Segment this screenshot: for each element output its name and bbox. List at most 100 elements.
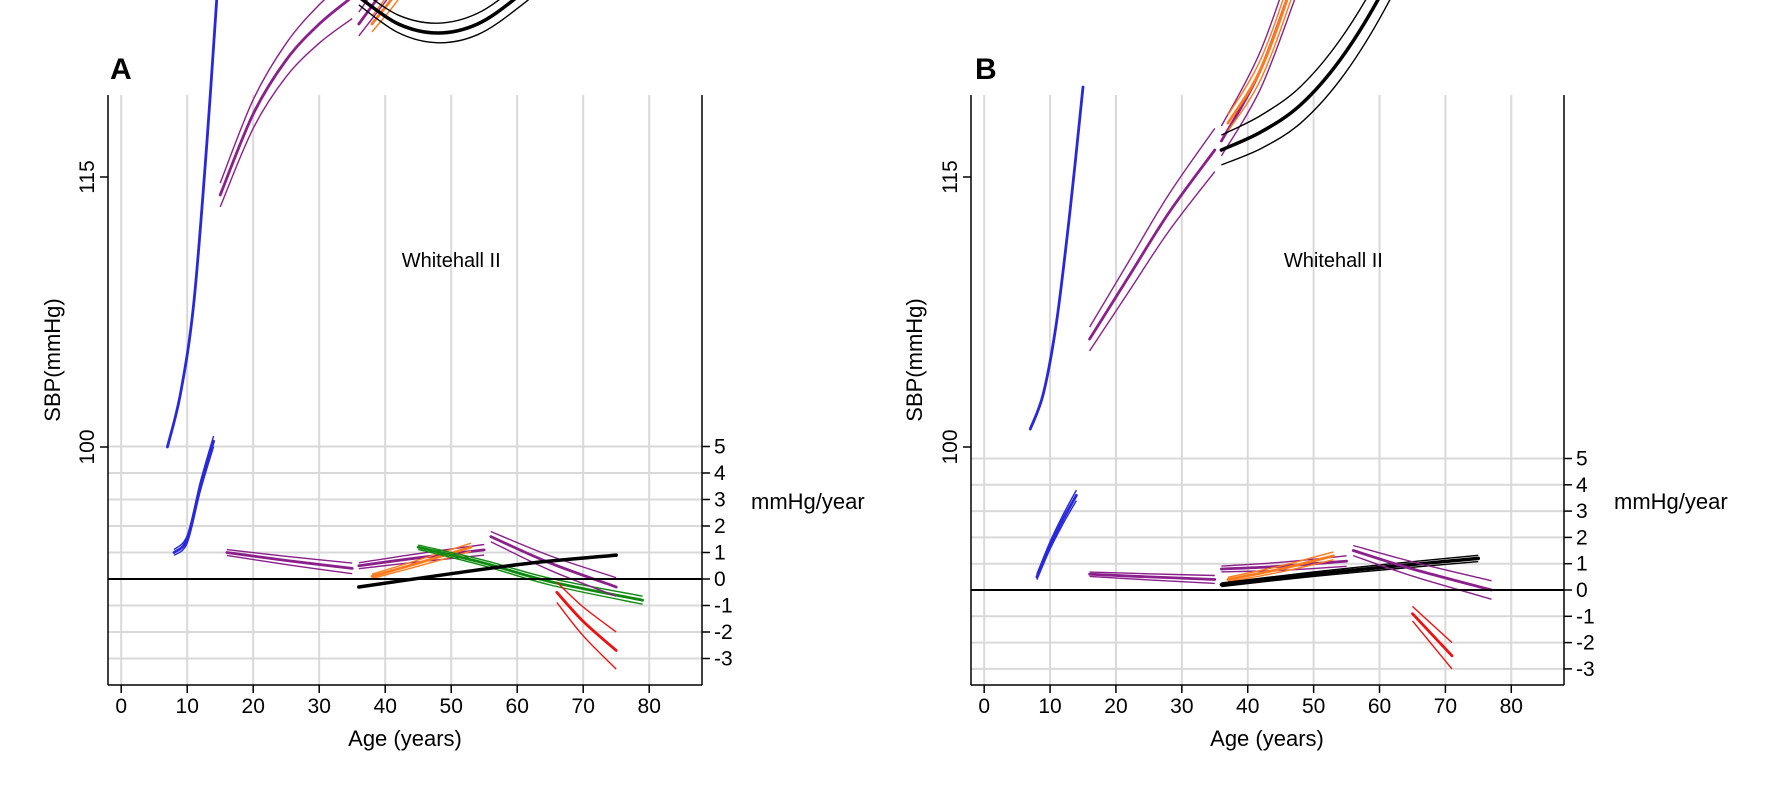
panel-b-sbp-t-07-1972-3-upper <box>1088 127 1216 328</box>
panel-a-rate-tick-label: 0 <box>714 568 726 591</box>
panel-b-rate-nshd-1946-lower <box>1227 559 1334 583</box>
panel-a-x-tick-label: 20 <box>242 695 265 718</box>
panel-a-axes: 01020304050607080100115130145160175-3-2-… <box>76 95 733 718</box>
panel-a-label-whitehall-line: Whitehall II <box>402 250 501 272</box>
panel-b-x-tick-label: 30 <box>1170 695 1193 718</box>
panel-b-sbp-alspac <box>1028 85 1085 431</box>
panel-b-sbp-whitehall-ii-upper <box>1221 0 1367 136</box>
panel-b-letter: B <box>975 53 997 86</box>
panel-a-x-axis-title: Age (years) <box>348 726 462 751</box>
panel-b-rate-t-07-1932-3-lower <box>1352 554 1492 600</box>
panel-b-x-tick-label: 50 <box>1302 695 1325 718</box>
panel-b-rate-t-07-1932-3 <box>1351 549 1493 592</box>
panel-a: 01020304050607080100115130145160175-3-2-… <box>40 0 865 751</box>
panel-a-grid <box>108 95 702 685</box>
panel-a-sbp-t-07-1952-3-lower <box>358 0 388 37</box>
panel-a-x-tick-label: 60 <box>506 695 529 718</box>
panel-b-sbp-tick-label: 115 <box>939 160 962 193</box>
panel-a-rate-has-1920-30 <box>555 590 618 652</box>
panel-b-grid <box>971 95 1564 685</box>
panel-b-rate-whitehall-ii-upper <box>1221 554 1479 584</box>
panel-b-rate-curves <box>1035 489 1493 670</box>
panel-b-rate-t-07-1932-3-upper <box>1353 544 1492 582</box>
panel-b-sbp-nshd-1946-upper <box>1227 0 1284 116</box>
panel-b-label-whitehall: Whitehall II <box>1284 250 1383 272</box>
panel-a-sbp-t-07-1972-3-lower <box>219 18 353 208</box>
panel-b-sbp-curves <box>1028 0 1391 431</box>
panel-a-sbp-tick-label: 100 <box>76 429 99 464</box>
panel-a-sbp-tick-label: 115 <box>76 160 99 193</box>
panel-b-rate-has-1920-30-upper <box>1412 605 1453 644</box>
panel-b-rate-whitehall-ii-lower <box>1221 560 1479 588</box>
panel-a-rate-t-07-1972-3-lower <box>226 554 353 575</box>
panel-b-rate-nshd-1946 <box>1226 554 1335 581</box>
panel-b-sbp-whitehall-ii <box>1219 0 1380 152</box>
panel-b-rate-tick-label: 2 <box>1576 526 1588 549</box>
panel-b-rate-tick-label: 0 <box>1576 579 1588 602</box>
panel-b-sbp-nshd-1946 <box>1226 0 1289 125</box>
panel-a-sbp-whitehall-ii <box>359 0 517 35</box>
panel-a-cohort-labels: ALSPAC1991/92T-071972/3NSHD1946T-071952/… <box>402 250 501 272</box>
panel-a-rate-tick-label: -3 <box>714 648 733 671</box>
panel-b-sbp-t-07-1952-3-lower <box>1220 0 1296 157</box>
panel-b-rate-has-1920-30-lower <box>1411 620 1453 670</box>
panel-a-sbp-curves <box>166 0 530 449</box>
panel-b-rate-axis-title: mmHg/year <box>1614 489 1728 514</box>
panel-b-rate-tick-label: 1 <box>1576 553 1588 576</box>
panel-b-rate-whitehall-ii <box>1219 556 1481 587</box>
panel-a-sbp-whitehall-ii-upper <box>372 0 500 24</box>
panel-b-sbp-nshd-1946-lower <box>1227 0 1292 132</box>
panel-b-x-axis-title: Age (years) <box>1210 726 1324 751</box>
panel-b-rate-t-07-1972-3 <box>1088 572 1217 581</box>
panel-b-x-tick-label: 40 <box>1236 695 1259 718</box>
panel-a-rate-whitehall-ii <box>357 553 618 589</box>
panel-a-rate-tick-label: -2 <box>714 621 733 644</box>
panel-b-rate-t-07-1972-3-lower <box>1089 575 1215 585</box>
panel-a-rate-caps-1918-39-lower <box>418 548 643 605</box>
panel-a-rate-t-07-1932-3-lower <box>490 541 617 597</box>
panel-a-rate-t-07-1932-3-upper <box>490 530 617 579</box>
panel-b-rate-tick-label: 3 <box>1576 500 1588 523</box>
panel-b-x-tick-label: 20 <box>1104 695 1127 718</box>
panel-a-sbp-alspac <box>166 0 219 449</box>
panel-a-sbp-nshd-1946 <box>370 0 393 26</box>
panel-a-label-whitehall: Whitehall II <box>402 250 501 272</box>
panel-b-rate-t-07-1972-3-upper <box>1089 571 1215 577</box>
panel-b-rate-alspac-lower <box>1036 500 1078 580</box>
panel-a-x-tick-label: 70 <box>572 695 595 718</box>
panel-b-sbp-t-07-1972-3 <box>1088 148 1217 341</box>
panel-a-rate-tick-label: 3 <box>714 489 726 512</box>
panel-a-x-tick-label: 80 <box>638 695 661 718</box>
panel-b-sbp-tick-label: 100 <box>939 429 962 464</box>
panel-a-rate-nshd-1946-upper <box>371 542 472 575</box>
panel-b-sbp-whitehall-ii-lower <box>1221 0 1391 166</box>
panel-a-rate-tick-label: 2 <box>714 515 726 538</box>
panel-a-y-axis-title: SBP(mmHg) <box>40 298 65 421</box>
panel-b-y-axis-title: SBP(mmHg) <box>902 298 927 421</box>
panel-b-x-tick-label: 80 <box>1500 695 1523 718</box>
panel-a-rate-tick-label: 5 <box>714 436 726 459</box>
panel-a-x-tick-label: 40 <box>374 695 397 718</box>
panel-b-axes: 01020304050607080100115130145160175-3-2-… <box>939 95 1595 718</box>
panel-a-rate-caps-1918-39 <box>416 545 644 602</box>
panel-a-x-tick-label: 30 <box>308 695 331 718</box>
panel-b-sbp-t-07-1972-3-lower <box>1089 171 1216 352</box>
panel-b-label-whitehall-line: Whitehall II <box>1284 250 1383 272</box>
panel-a-rate-caps-1918-39-upper <box>418 544 643 597</box>
panel-b-rate-alspac <box>1035 493 1078 579</box>
panel-b-x-tick-label: 60 <box>1368 695 1391 718</box>
panel-b-rate-tick-label: 5 <box>1576 448 1588 471</box>
panel-b-rate-tick-label: -3 <box>1576 658 1595 681</box>
panel-b-rate-has-1920-30 <box>1411 612 1454 658</box>
panel-b-x-tick-label: 0 <box>978 695 990 718</box>
panel-b-x-tick-label: 10 <box>1038 695 1061 718</box>
panel-a-sbp-t-07-1972-3-upper <box>219 0 326 184</box>
panel-b-rate-nshd-1946-upper <box>1227 551 1334 578</box>
panel-a-x-tick-label: 10 <box>176 695 199 718</box>
panel-a-rate-t-07-1932-3 <box>489 535 618 589</box>
panel-a-rate-tick-label: -1 <box>714 595 733 618</box>
panel-a-rate-tick-label: 4 <box>714 462 726 485</box>
panel-a-rate-has-1920-30-upper <box>556 581 617 633</box>
panel-a-rate-has-1920-30-lower <box>556 602 617 670</box>
